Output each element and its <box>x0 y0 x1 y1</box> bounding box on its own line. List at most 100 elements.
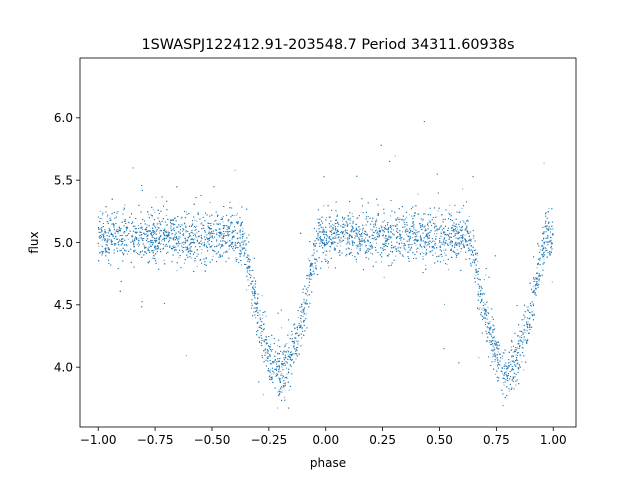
data-point <box>543 162 545 164</box>
data-point <box>517 360 519 362</box>
data-point <box>494 361 496 363</box>
data-point <box>253 307 255 309</box>
data-point <box>108 239 110 241</box>
data-point <box>190 257 192 259</box>
data-point <box>384 243 386 245</box>
data-point <box>101 214 103 216</box>
data-point <box>515 354 517 356</box>
data-point <box>235 214 237 216</box>
data-point <box>372 232 374 234</box>
data-point <box>125 227 127 229</box>
data-point <box>358 232 360 234</box>
data-point <box>315 242 317 244</box>
data-point <box>465 238 467 240</box>
data-point <box>139 237 141 239</box>
data-point <box>146 224 148 226</box>
data-point <box>503 384 505 386</box>
data-point <box>525 329 527 331</box>
data-point <box>435 252 437 254</box>
data-point <box>534 279 536 281</box>
data-point <box>437 210 439 212</box>
data-point <box>127 221 129 223</box>
data-point <box>165 215 167 217</box>
data-point <box>292 333 294 335</box>
data-point <box>350 248 352 250</box>
data-point <box>483 278 485 280</box>
data-point <box>495 341 497 343</box>
data-point <box>246 269 248 271</box>
data-point <box>149 243 151 245</box>
data-point <box>508 390 510 392</box>
data-point <box>251 302 253 304</box>
data-point <box>237 258 239 260</box>
data-point <box>113 234 114 236</box>
data-point <box>370 245 372 247</box>
data-point <box>445 241 447 243</box>
data-point <box>412 227 414 229</box>
data-point <box>209 201 211 203</box>
data-point <box>209 232 211 234</box>
data-point <box>327 242 329 244</box>
data-point <box>492 340 494 342</box>
data-point <box>314 257 316 259</box>
data-point <box>341 220 343 222</box>
data-point <box>496 347 498 349</box>
data-point <box>496 345 498 347</box>
data-point <box>388 235 390 237</box>
data-point <box>436 233 438 235</box>
data-point <box>477 261 479 263</box>
data-point <box>380 225 382 227</box>
data-point <box>504 363 506 365</box>
data-point <box>545 247 547 249</box>
data-point <box>222 221 224 223</box>
data-point <box>368 236 370 238</box>
data-point <box>383 237 385 239</box>
data-point <box>415 244 417 246</box>
data-point <box>332 227 334 229</box>
data-point <box>174 217 176 219</box>
data-point <box>241 264 243 266</box>
data-point <box>390 226 392 228</box>
data-point <box>290 334 292 336</box>
data-point <box>550 241 552 243</box>
data-point <box>475 275 477 277</box>
data-point <box>135 251 137 253</box>
data-point <box>327 266 329 268</box>
data-point <box>523 318 525 320</box>
data-point <box>163 229 165 231</box>
data-point <box>306 291 308 293</box>
data-point <box>179 229 181 231</box>
data-point <box>417 193 419 195</box>
data-point <box>153 239 155 241</box>
data-point <box>521 330 523 332</box>
data-point <box>346 222 348 224</box>
data-point <box>448 234 450 236</box>
data-point <box>147 230 149 232</box>
data-point <box>234 169 236 171</box>
data-point <box>543 233 545 235</box>
data-point <box>359 235 361 237</box>
data-point <box>279 388 281 390</box>
data-point <box>464 234 466 236</box>
data-point <box>275 374 277 376</box>
data-point <box>371 244 373 246</box>
data-point <box>543 258 545 260</box>
data-point <box>323 236 325 238</box>
data-point <box>202 244 204 246</box>
data-point <box>219 223 221 225</box>
data-point <box>449 204 451 206</box>
data-point <box>481 286 483 288</box>
data-point <box>412 236 414 238</box>
data-point <box>380 261 382 263</box>
data-point <box>377 234 379 236</box>
data-point <box>334 236 336 238</box>
data-point <box>334 237 336 239</box>
data-point <box>413 228 415 230</box>
data-point <box>294 337 296 339</box>
data-point <box>355 261 357 263</box>
data-point <box>247 259 249 261</box>
data-point <box>530 305 532 307</box>
data-point <box>435 244 437 246</box>
data-point <box>550 250 552 252</box>
